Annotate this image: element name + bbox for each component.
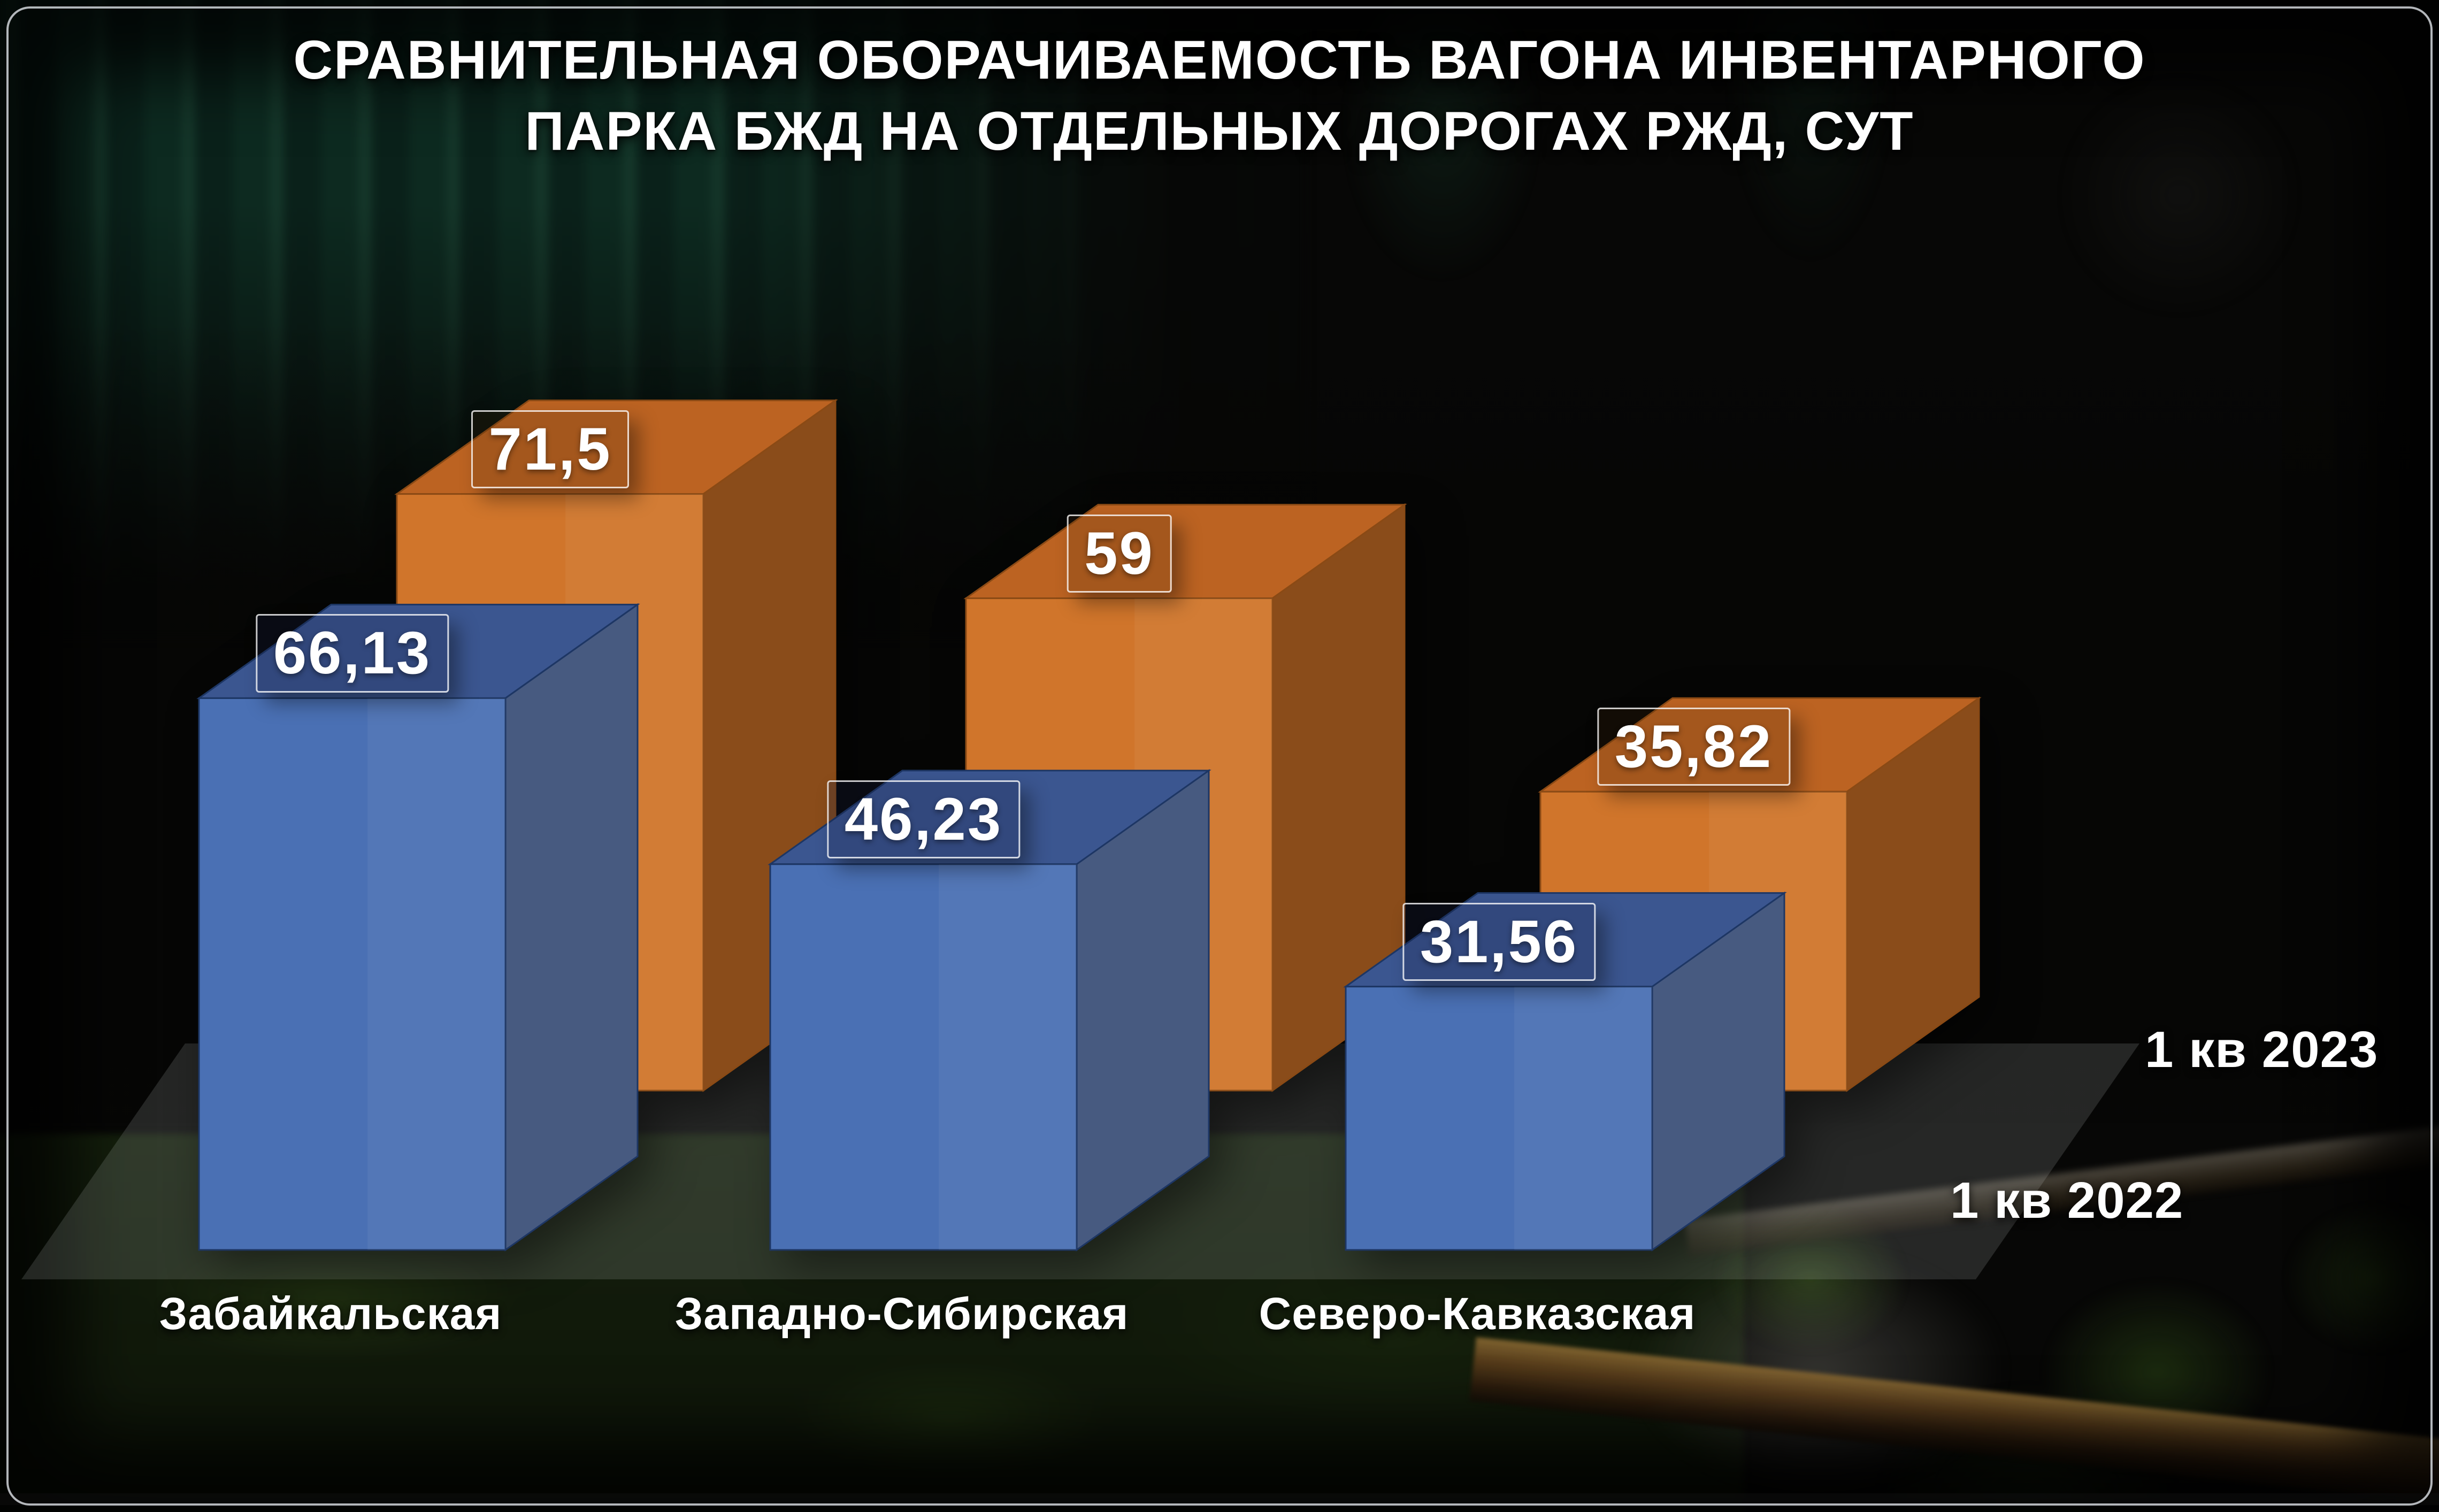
value-label-s0-c2: 35,82 (1597, 708, 1791, 786)
legend-2023-label: 1 кв 2023 (2145, 1021, 2379, 1078)
value-label-s1-c2: 31,56 (1402, 902, 1596, 981)
bar-front-s1-c1 (769, 863, 1078, 1251)
bar-side-s1-c0 (504, 603, 639, 1252)
bar-front-s1-c2 (1345, 986, 1653, 1251)
chart-title: СРАВНИТЕЛЬНАЯ ОБОРАЧИВАЕМОСТЬ ВАГОНА ИНВ… (0, 25, 2439, 166)
bar-front-sheen-s1-c0 (367, 698, 505, 1250)
category-label-1: Западно-Сибирская (674, 1288, 1129, 1339)
legend-2022-label: 1 кв 2022 (1950, 1172, 2184, 1229)
category-label-2: Северо-Кавказская (1259, 1288, 1696, 1339)
bar-front-sheen-s1-c2 (1514, 986, 1652, 1250)
value-label-s1-c1: 46,23 (826, 780, 1021, 858)
chart-title-line2: ПАРКА БЖД НА ОТДЕЛЬНЫХ ДОРОГАХ РЖД, СУТ (525, 100, 1914, 162)
value-label-s0-c0: 71,5 (471, 410, 630, 488)
value-label-s1-c0: 66,13 (255, 614, 449, 693)
category-label-0: Забайкальская (159, 1288, 502, 1339)
bar-front-s1-c0 (198, 697, 507, 1251)
chart-title-line1: СРАВНИТЕЛЬНАЯ ОБОРАЧИВАЕМОСТЬ ВАГОНА ИНВ… (293, 29, 2146, 90)
photo-bottom-strip (0, 1493, 2439, 1505)
value-label-s0-c1: 59 (1067, 514, 1172, 593)
bar-front-sheen-s1-c1 (939, 864, 1077, 1250)
